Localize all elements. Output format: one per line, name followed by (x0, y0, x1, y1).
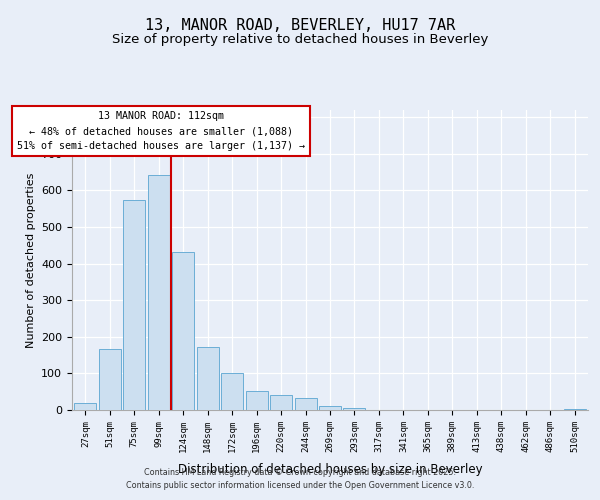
Bar (172, 252, 194, 410)
Bar (74, 402, 97, 410)
Text: 13, MANOR ROAD, BEVERLEY, HU17 7AR: 13, MANOR ROAD, BEVERLEY, HU17 7AR (145, 18, 455, 32)
Text: 13 MANOR ROAD: 112sqm
← 48% of detached houses are smaller (1,088)
51% of semi-d: 13 MANOR ROAD: 112sqm ← 48% of detached … (17, 112, 305, 151)
Y-axis label: Number of detached properties: Number of detached properties (26, 172, 35, 348)
Bar (343, 408, 365, 410)
Bar (270, 396, 292, 410)
Bar (99, 348, 121, 410)
Bar (245, 392, 268, 410)
Text: Size of property relative to detached houses in Beverley: Size of property relative to detached ho… (112, 32, 488, 46)
Bar (124, 200, 145, 410)
Bar (319, 406, 341, 410)
Bar (221, 373, 243, 410)
Bar (148, 175, 170, 410)
Bar (197, 347, 219, 410)
Bar (295, 398, 317, 410)
X-axis label: Distribution of detached houses by size in Beverley: Distribution of detached houses by size … (178, 463, 482, 476)
Text: Contains HM Land Registry data © Crown copyright and database right 2025.
Contai: Contains HM Land Registry data © Crown c… (126, 468, 474, 490)
